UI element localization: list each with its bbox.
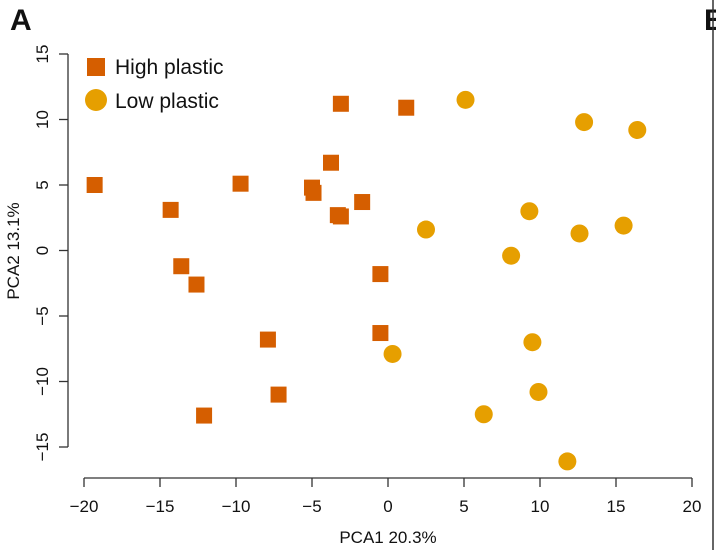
legend-high-plastic: High plastic bbox=[115, 56, 224, 79]
legend-low-plastic: Low plastic bbox=[115, 90, 219, 113]
high-plastic-point bbox=[354, 194, 371, 211]
x-tick-label: −20 bbox=[70, 497, 99, 516]
high-plastic-point bbox=[259, 331, 276, 348]
y-tick-label: −5 bbox=[33, 306, 52, 325]
x-tick-label: −10 bbox=[222, 497, 251, 516]
y-tick-label: −10 bbox=[33, 367, 52, 396]
legend-circle-icon bbox=[85, 89, 107, 111]
high-plastic-point bbox=[86, 177, 103, 193]
low-plastic-point bbox=[628, 120, 647, 139]
low-plastic-point bbox=[575, 113, 594, 132]
y-axis-label: PCA2 13.1% bbox=[4, 202, 23, 299]
high-plastic-point bbox=[188, 276, 205, 293]
y-tick-label: 5 bbox=[33, 180, 52, 189]
high-plastic-point bbox=[398, 99, 415, 116]
low-plastic-point bbox=[474, 405, 493, 424]
high-plastic-point bbox=[196, 407, 213, 424]
x-tick-label: 0 bbox=[383, 497, 392, 516]
y-tick-label: 15 bbox=[33, 45, 52, 64]
low-plastic-point bbox=[417, 220, 435, 239]
low-plastic-point bbox=[456, 90, 475, 109]
x-tick-label: 20 bbox=[683, 497, 702, 516]
high-plastic-point bbox=[305, 184, 322, 201]
high-plastic-point bbox=[372, 325, 389, 342]
low-plastic-point bbox=[502, 246, 521, 265]
high-plastic-point bbox=[162, 201, 179, 218]
x-tick-label: 15 bbox=[607, 497, 626, 516]
high-plastic-point bbox=[323, 154, 339, 171]
x-tick-label: −5 bbox=[302, 497, 321, 516]
high-plastic-point bbox=[372, 266, 389, 283]
x-tick-label: 10 bbox=[531, 497, 550, 516]
x-axis-label: PCA1 20.3% bbox=[339, 528, 436, 547]
y-tick-label: −15 bbox=[33, 433, 52, 462]
low-plastic-point bbox=[570, 224, 589, 243]
low-plastic-point bbox=[614, 216, 633, 235]
panel-label: A bbox=[10, 4, 32, 37]
low-plastic-point bbox=[523, 333, 542, 352]
high-plastic-point bbox=[332, 95, 349, 112]
high-plastic-point bbox=[270, 386, 287, 403]
high-plastic-point bbox=[232, 175, 249, 192]
low-plastic-point bbox=[520, 202, 539, 221]
low-plastic-point bbox=[383, 344, 402, 363]
x-tick-label: 5 bbox=[459, 497, 468, 516]
low-plastic-point bbox=[558, 452, 577, 471]
y-tick-label: 10 bbox=[33, 110, 52, 129]
y-tick-label: 0 bbox=[33, 246, 52, 255]
x-tick-label: −15 bbox=[146, 497, 175, 516]
high-plastic-point bbox=[173, 258, 190, 275]
low-plastic-point bbox=[529, 382, 548, 401]
high-plastic-point bbox=[332, 208, 349, 225]
next-panel-label: B bbox=[704, 4, 716, 37]
legend-square-icon bbox=[87, 58, 105, 76]
